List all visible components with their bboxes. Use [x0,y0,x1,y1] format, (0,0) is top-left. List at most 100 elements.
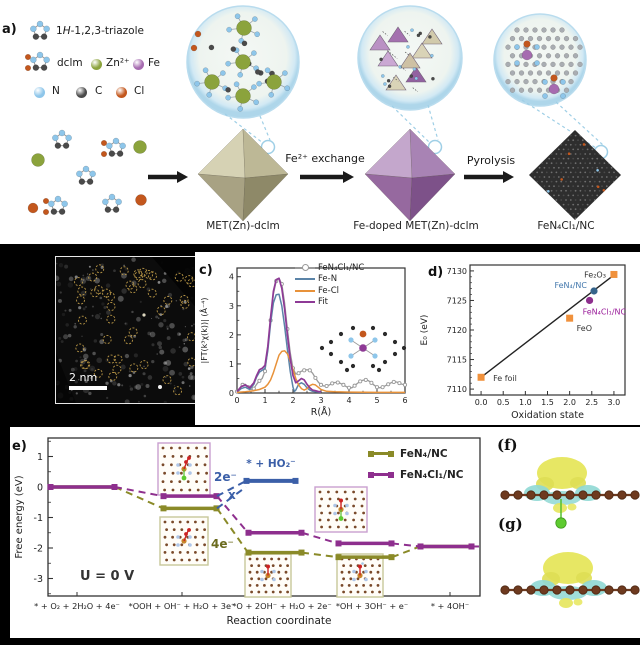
legend-cl-label: Cl [134,85,145,97]
fe-exchange-arrow-label: Fe²⁺ exchange [285,152,365,165]
svg-text:1: 1 [262,396,267,405]
svg-text:5: 5 [374,396,379,405]
marker-open-circle-line [295,264,315,272]
svg-text:7125: 7125 [447,296,467,305]
svg-text:4: 4 [346,396,351,405]
legend-row-fen4cl1: FeN₄Cl₁/NC [295,262,364,274]
svg-text:-2: -2 [34,544,43,555]
svg-text:FeN₄Cl₁/NC: FeN₄Cl₁/NC [583,307,627,316]
svg-text:0.5: 0.5 [497,398,510,407]
svg-text:Free energy (eV): Free energy (eV) [14,475,25,558]
product-label-fen4cl1-nc: FeN₄Cl₁/NC [537,220,595,232]
svg-text:Reaction coordinate: Reaction coordinate [227,615,332,627]
svg-text:3: 3 [229,302,234,311]
svg-text:*OOH + OH⁻ + H₂O + 3e⁻: *OOH + OH⁻ + H₂O + 3e⁻ [129,601,236,611]
synthesis-scheme-graphic [24,5,621,222]
svg-text:7130: 7130 [447,267,467,276]
svg-text:FeN₄/NC: FeN₄/NC [554,281,587,290]
scale-bar-label: 2 nm [69,371,98,384]
annotation-4e: 4e⁻ [211,537,234,551]
legend-row-fe-n: Fe-N [295,274,364,286]
zn-atom-icon [91,59,102,70]
svg-text:3.0: 3.0 [608,398,621,407]
legend-label: Fit [318,297,328,308]
svg-text:0.0: 0.0 [475,398,488,407]
panel-c-label: c) [199,263,213,278]
fe-atom-icon [133,59,144,70]
svg-text:*O + 2OH⁻ + H₂O + 2e⁻: *O + 2OH⁻ + H₂O + 2e⁻ [232,601,331,611]
svg-text:Fe₂O₃: Fe₂O₃ [584,270,606,279]
legend-fe-label: Fe [148,57,160,69]
marker-line [295,301,315,304]
panel-g-label: (g) [498,515,523,533]
c-atom-icon [76,87,87,98]
svg-text:2.5: 2.5 [585,398,598,407]
legend-dclm-label: dclm [57,57,83,69]
svg-text:0: 0 [229,389,234,398]
legend-label: Fe-N [318,274,338,285]
level-marker-icon [368,471,394,478]
svg-text:R(Å): R(Å) [311,406,332,418]
svg-text:*OH + 3OH⁻ + e⁻: *OH + 3OH⁻ + e⁻ [336,601,408,611]
marker-line [295,289,315,292]
free-energy-legend: FeN₄/NC FeN₄Cl₁/NC [368,443,464,485]
legend-row-fen4-nc: FeN₄/NC [368,443,464,464]
legend-row-fen4cl1-nc: FeN₄Cl₁/NC [368,464,464,485]
charge-density-isosurfaces [500,457,640,608]
legend-triazole-label: 1H-1,2,3-triazole [56,25,144,37]
legend-row-fit: Fit [295,297,364,309]
svg-text:-3: -3 [34,574,43,585]
legend-label: FeN₄/NC [400,447,448,460]
triazole-prefix: 1 [56,25,63,37]
svg-text:1: 1 [229,360,234,369]
exafs-plot: 0 1 2 3 4 5 6 0 1 2 3 4 R(Å) |FT(k³χ(k))| (Å⁻⁴) [198,267,408,418]
svg-text:0: 0 [234,396,239,405]
legend-label: Fe-Cl [318,285,340,296]
svg-text:|FT(k³χ(k))| (Å⁻⁴): |FT(k³χ(k))| (Å⁻⁴) [198,297,209,363]
level-marker-icon [368,450,394,457]
marker-line [295,278,315,281]
svg-text:1: 1 [37,452,43,463]
annotation-applied-potential: U = 0 V [80,569,135,584]
tem-micrograph [56,257,206,403]
svg-text:2: 2 [229,331,234,340]
scale-bar [69,386,107,390]
panel-f-label: (f) [497,436,518,454]
pyrolysis-arrow-label: Pyrolysis [466,154,516,167]
svg-text:2: 2 [290,396,295,405]
svg-text:* + 4OH⁻: * + 4OH⁻ [431,601,469,611]
exafs-legend: FeN₄Cl₁/NC Fe-N Fe-Cl Fit [295,262,364,308]
svg-text:E₀ (eV): E₀ (eV) [420,315,430,346]
legend-c-label: C [95,85,103,97]
svg-text:* + O₂ + 2H₂O + 4e⁻: * + O₂ + 2H₂O + 4e⁻ [34,601,120,611]
panel-d-label: d) [428,265,444,280]
cl-atom-icon [116,87,127,98]
svg-text:FeO: FeO [577,324,592,333]
triazole-italic-h: H [62,25,71,37]
svg-text:Fe foil: Fe foil [493,374,517,383]
annotation-x: x [228,488,236,502]
svg-text:-1: -1 [34,513,43,524]
svg-text:1.5: 1.5 [541,398,554,407]
panel-e-label: e) [12,439,27,454]
annotation-2e: 2e⁻ [214,470,237,484]
svg-text:2.0: 2.0 [563,398,576,407]
legend-n-label: N [52,85,60,97]
panel-a-label: a) [2,22,17,37]
svg-text:3: 3 [318,396,323,405]
n-atom-icon [34,87,45,98]
legend-row-fe-cl: Fe-Cl [295,285,364,297]
panel-e-free-energy-diagram: e) 1 0 -1 -2 -3 Free energy (eV) * + O₂ + 2H₂O… [10,427,640,638]
free-energy-diagram: 1 0 -1 -2 -3 Free energy (eV) * + O₂ + 2H₂O + … [14,437,481,627]
triazole-suffix: -1,2,3-triazole [70,25,144,37]
panel-b-tem-image: 2 nm [55,256,207,404]
svg-text:1.0: 1.0 [519,398,532,407]
product-label-fe-doped: Fe-doped MET(Zn)-dclm [353,220,479,232]
svg-text:Oxidation state: Oxidation state [511,410,584,421]
ho2-branch-label: * + HO₂⁻ [246,458,296,470]
e0-oxidation-state-plot: 0.0 0.5 1.0 1.5 2.0 2.5 3.0 7110 7115 7120 7125 713… [420,264,627,421]
svg-text:6: 6 [402,396,407,405]
svg-text:7120: 7120 [447,326,467,335]
svg-text:4: 4 [229,273,234,282]
